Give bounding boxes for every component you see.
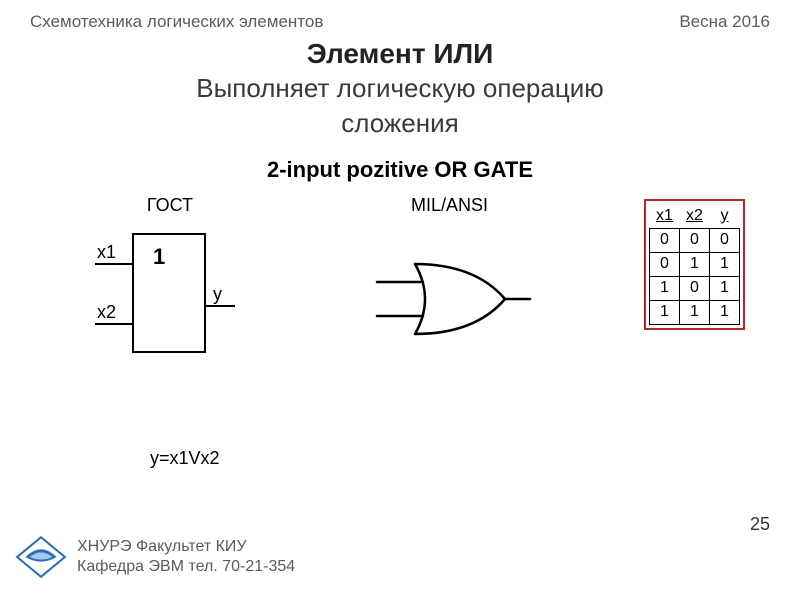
slide-header: Схемотехника логических элементов Весна …	[0, 0, 800, 32]
truth-cell: 0	[650, 228, 680, 252]
formula: y=x1Vx2	[150, 448, 220, 469]
header-right: Весна 2016	[679, 12, 770, 32]
title-sub-1: Выполняет логическую операцию	[0, 72, 800, 105]
title-sub-2: сложения	[0, 107, 800, 140]
truth-row: 011	[650, 252, 740, 276]
ansi-column: MIL/ANSI	[365, 195, 535, 354]
truth-cell: 0	[710, 228, 740, 252]
truth-cell: 0	[680, 228, 710, 252]
footer-text: ХНУРЭ Факультет КИУ Кафедра ЭВМ тел. 70-…	[77, 537, 295, 577]
truth-cell: 1	[650, 300, 680, 324]
truth-column: x1x2y000011101111	[644, 195, 745, 330]
truth-header: y	[710, 204, 740, 228]
slide-footer: ХНУРЭ Факультет КИУ Кафедра ЭВМ тел. 70-…	[0, 536, 800, 578]
diagram-row: ГОСТ x1x2y1 MIL/ANSI x1x2y000011101111	[0, 185, 800, 376]
truth-cell: 1	[710, 300, 740, 324]
footer-line-1: ХНУРЭ Факультет КИУ	[77, 537, 295, 557]
title-main: Элемент ИЛИ	[0, 38, 800, 70]
truth-header: x2	[680, 204, 710, 228]
gost-label: ГОСТ	[147, 195, 193, 216]
truth-row: 111	[650, 300, 740, 324]
truth-cell: 1	[710, 252, 740, 276]
svg-text:1: 1	[153, 244, 165, 269]
truth-cell: 0	[650, 252, 680, 276]
truth-row: 000	[650, 228, 740, 252]
truth-table: x1x2y000011101111	[644, 199, 745, 330]
truth-cell: 1	[650, 276, 680, 300]
gate-title: 2-input pozitive OR GATE	[0, 157, 800, 183]
truth-cell: 1	[680, 252, 710, 276]
svg-text:x1: x1	[97, 242, 116, 262]
gost-symbol: x1 x2 y 1	[85, 226, 255, 376]
truth-cell: 1	[710, 276, 740, 300]
logo-icon	[15, 536, 67, 578]
truth-cell: 1	[680, 300, 710, 324]
header-left: Схемотехника логических элементов	[30, 12, 323, 32]
truth-row: 101	[650, 276, 740, 300]
title-block: Элемент ИЛИ Выполняет логическую операци…	[0, 38, 800, 139]
truth-header: x1	[650, 204, 680, 228]
page-number: 25	[750, 514, 770, 535]
svg-text:x2: x2	[97, 302, 116, 322]
svg-text:y: y	[213, 284, 222, 304]
truth-cell: 0	[680, 276, 710, 300]
footer-line-2: Кафедра ЭВМ тел. 70-21-354	[77, 557, 295, 577]
ansi-symbol	[365, 244, 535, 354]
ansi-label: MIL/ANSI	[411, 195, 488, 216]
gost-column: ГОСТ x1 x2 y 1	[85, 195, 255, 376]
